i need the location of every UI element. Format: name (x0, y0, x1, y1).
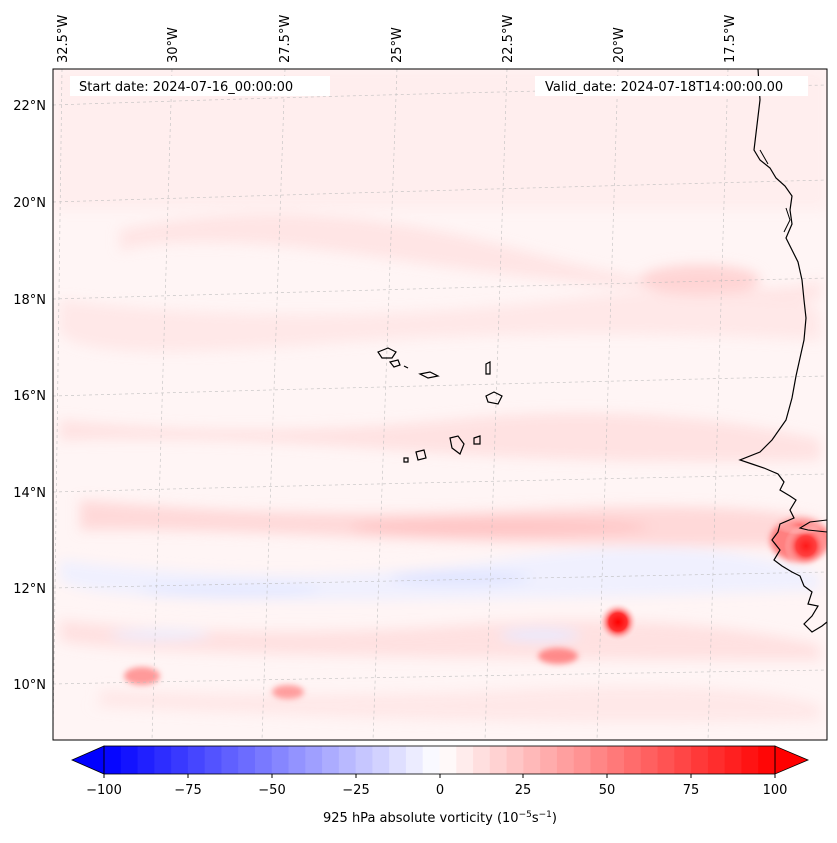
colorbar-tick: 75 (683, 783, 700, 798)
longitude-labels: 32.5°W 30°W 27.5°W 25°W 22.5°W 20°W 17.5… (56, 15, 738, 63)
map-frame (52, 68, 828, 741)
colorbar-max-extend (774, 745, 810, 775)
colorbar-tick: −50 (258, 783, 285, 798)
colorbar-tick: −25 (342, 783, 369, 798)
colorbar-cell (154, 746, 172, 774)
start-date-box (70, 76, 330, 96)
colorbar-cell (640, 746, 659, 774)
colorbar-tick: −100 (86, 783, 122, 798)
colorbar-cell (305, 746, 323, 774)
colorbar-ticks: −100 −75 −50 −25 0 25 50 75 100 (86, 774, 787, 798)
lat-label-14n: 14°N (13, 486, 46, 501)
colorbar-cell (657, 746, 675, 774)
valid-date-label: Valid_date: 2024-07-18T14:00:00.00 (545, 80, 783, 95)
colorbar-cell (590, 746, 608, 774)
colorbar-tick: 50 (599, 783, 616, 798)
lon-label-22-5w: 22.5°W (501, 15, 516, 63)
valid-date-box (535, 76, 808, 96)
colorbar-cell (254, 746, 273, 774)
colorbar-cell (724, 746, 743, 774)
colorbar-tick: 0 (436, 783, 444, 798)
colorbar-cell (422, 746, 441, 774)
lon-label-17-5w: 17.5°W (723, 15, 738, 63)
colorbar-cell (104, 746, 122, 774)
vorticity-field (53, 69, 827, 740)
colorbar-cell (338, 746, 357, 774)
lat-label-20n: 20°N (13, 196, 46, 211)
lon-label-20w: 20°W (612, 27, 627, 63)
lon-label-27-5w: 27.5°W (278, 15, 293, 63)
lat-label-22n: 22°N (13, 99, 46, 114)
colorbar-cell (271, 746, 290, 774)
colorbar-tick: 100 (763, 783, 788, 798)
lon-label-25w: 25°W (390, 27, 405, 63)
colorbar-cell (540, 746, 558, 774)
colorbar-cell (758, 746, 776, 774)
colorbar-cell (372, 746, 390, 774)
colorbar-cells (104, 746, 776, 774)
colorbar-cell (187, 746, 206, 774)
colorbar-cell (506, 746, 524, 774)
colorbar-tick: 25 (515, 783, 532, 798)
colorbar-cell (556, 746, 575, 774)
lon-label-30w: 30°W (166, 27, 181, 63)
colorbar-cell (523, 746, 541, 774)
colorbar-cell (741, 746, 759, 774)
colorbar-cell (389, 746, 407, 774)
colorbar-cell (573, 746, 592, 774)
colorbar-cell (624, 746, 642, 774)
colorbar-cell (473, 746, 491, 774)
colorbar-cell (288, 746, 306, 774)
colorbar-cell (691, 746, 709, 774)
africa-coastline (738, 69, 827, 633)
colorbar: −100 −75 −50 −25 0 25 50 75 100 925 hPa … (71, 745, 810, 826)
latitude-labels: 22°N 20°N 18°N 16°N 14°N 12°N 10°N (13, 99, 46, 693)
colorbar-cell (171, 746, 189, 774)
colorbar-min-extend (71, 745, 105, 775)
colorbar-cell (707, 746, 726, 774)
lat-label-10n: 10°N (13, 678, 46, 693)
colorbar-cell (221, 746, 239, 774)
colorbar-cell (238, 746, 256, 774)
colorbar-label: 925 hPa absolute vorticity (10−5s−1) (323, 810, 557, 826)
lat-label-12n: 12°N (13, 582, 46, 597)
lat-label-18n: 18°N (13, 293, 46, 308)
colorbar-cell (405, 746, 424, 774)
colorbar-cell (355, 746, 374, 774)
start-date-label: Start date: 2024-07-16_00:00:00 (79, 80, 293, 95)
colorbar-tick: −75 (174, 783, 201, 798)
colorbar-cell (120, 746, 139, 774)
colorbar-cell (204, 746, 223, 774)
colorbar-cell (322, 746, 340, 774)
colorbar-cell (137, 746, 155, 774)
graticule (53, 69, 827, 740)
cape-verde-islands (377, 347, 503, 463)
colorbar-cell (456, 746, 474, 774)
colorbar-cell (489, 746, 508, 774)
colorbar-cell (607, 746, 625, 774)
lat-label-16n: 16°N (13, 389, 46, 404)
lon-label-32-5w: 32.5°W (56, 15, 71, 63)
colorbar-cell (674, 746, 692, 774)
colorbar-cell (439, 746, 457, 774)
